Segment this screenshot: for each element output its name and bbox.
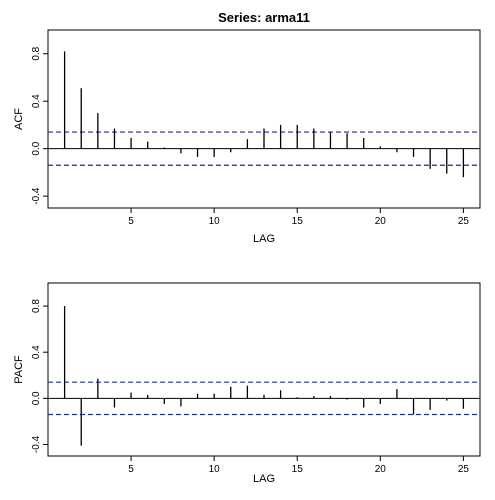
pacf-y-tick-label-0: -0.4 bbox=[31, 435, 42, 453]
pacf-y-tick-label-1: 0.0 bbox=[31, 391, 42, 405]
acf-y-axis-label: ACF bbox=[13, 108, 25, 130]
acf-y-tick-label-3: 0.8 bbox=[31, 46, 42, 60]
pacf-x-axis-label: LAG bbox=[253, 473, 275, 485]
pacf-x-tick-label-10: 10 bbox=[209, 464, 221, 475]
pacf-panel: 5 10 15 20 25 -0.4 0.0 0.4 0.8 LAG PACF bbox=[13, 282, 481, 485]
acf-x-tick-label-15: 15 bbox=[292, 216, 304, 227]
acf-y-tick-label-1: 0.0 bbox=[31, 141, 42, 155]
pacf-y-axis-label: PACF bbox=[13, 355, 25, 384]
acf-x-tick-label-25: 25 bbox=[458, 216, 470, 227]
acf-panel: 5 10 15 20 25 -0.4 0.0 0.4 0.8 LAG ACF bbox=[13, 29, 481, 245]
acf-y-tick-label-2: 0.4 bbox=[31, 94, 42, 108]
acf-x-tick-label-5: 5 bbox=[128, 216, 134, 227]
acf-plot-frame bbox=[47, 29, 481, 209]
pacf-x-tick-label-15: 15 bbox=[292, 464, 304, 475]
pacf-x-tick-label-20: 20 bbox=[375, 464, 387, 475]
acf-x-tick-label-20: 20 bbox=[375, 216, 387, 227]
acf-y-tick-label-0: -0.4 bbox=[31, 187, 42, 205]
acf-chart-title: Series: arma11 bbox=[218, 10, 310, 25]
pacf-y-tick-label-2: 0.4 bbox=[31, 345, 42, 359]
pacf-x-tick-label-5: 5 bbox=[128, 464, 134, 475]
acf-x-axis-label: LAG bbox=[253, 233, 275, 245]
pacf-plot-frame bbox=[47, 282, 481, 457]
pacf-y-tick-label-3: 0.8 bbox=[31, 299, 42, 313]
acf-x-tick-label-10: 10 bbox=[209, 216, 221, 227]
pacf-x-tick-label-25: 25 bbox=[458, 464, 470, 475]
